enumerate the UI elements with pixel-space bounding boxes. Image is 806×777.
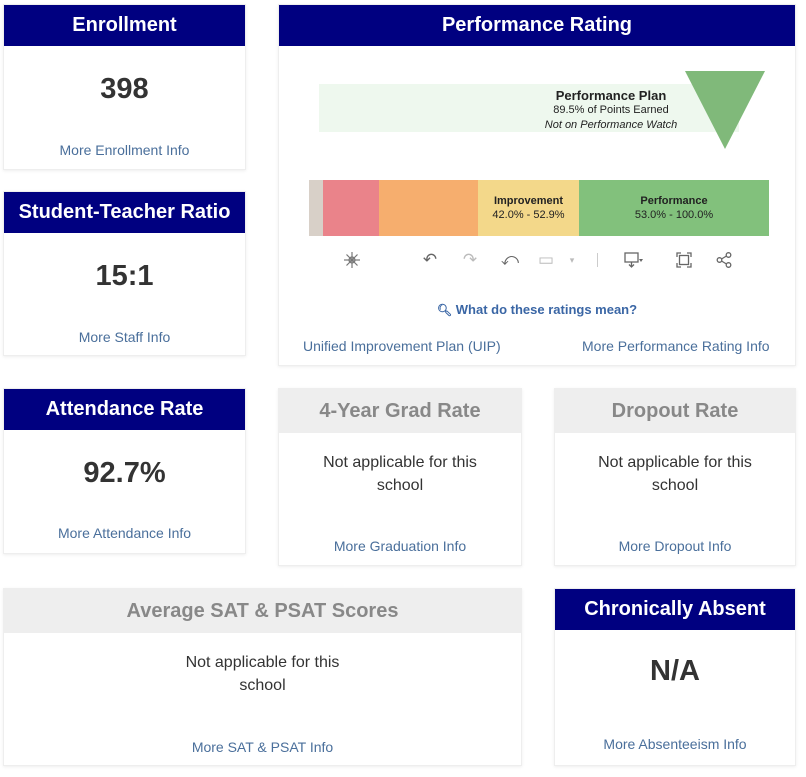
- staff-info-link[interactable]: More Staff Info: [78, 329, 171, 345]
- rating-bar-orange: [379, 180, 478, 236]
- dropout-info-link[interactable]: More Dropout Info: [618, 538, 732, 554]
- performance-range: 53.0% - 100.0%: [634, 209, 714, 221]
- dropout-rate-text: Not applicable for this school: [598, 454, 752, 494]
- performance-name: Performance: [640, 195, 708, 207]
- attendance-info-link[interactable]: More Attendance Info: [57, 525, 192, 541]
- sat-info-link[interactable]: More SAT & PSAT Info: [191, 739, 334, 755]
- dropout-rate-header: Dropout Rate: [555, 389, 795, 433]
- improvement-label: Improvement 42.0% - 52.9%: [478, 194, 579, 222]
- absent-value: N/A: [650, 655, 700, 687]
- plan-highlight-band: [319, 84, 739, 132]
- performance-header: Performance Rating: [279, 5, 795, 46]
- enrollment-card: Enrollment 398 More Enrollment Info: [3, 4, 246, 170]
- magnifier-icon: 🔍︎: [436, 303, 453, 317]
- refresh-icon[interactable]: ▭: [537, 250, 555, 269]
- plan-watch-status: Not on Performance Watch: [544, 119, 678, 131]
- performance-label: Performance 53.0% - 100.0%: [579, 194, 769, 222]
- attendance-header: Attendance Rate: [4, 389, 245, 430]
- enrollment-info-link[interactable]: More Enrollment Info: [59, 142, 190, 158]
- enrollment-value: 398: [100, 73, 149, 105]
- attendance-card: Attendance Rate 92.7% More Attendance In…: [3, 388, 246, 554]
- dropout-rate-card: Dropout Rate Not applicable for this sch…: [554, 388, 796, 566]
- rating-bar-pink: [323, 180, 379, 236]
- rating-bar-performance: [579, 180, 769, 236]
- fullscreen-icon[interactable]: [673, 249, 695, 271]
- attendance-value: 92.7%: [83, 457, 166, 489]
- absenteeism-info-link[interactable]: More Absenteeism Info: [603, 736, 747, 752]
- absent-card: Chronically Absent N/A More Absenteeism …: [554, 588, 796, 766]
- ratio-header: Student-Teacher Ratio: [4, 192, 245, 233]
- improvement-name: Improvement: [493, 195, 564, 207]
- share-icon[interactable]: [713, 249, 735, 271]
- ratio-value: 15:1: [95, 260, 154, 292]
- plan-summary: Performance Plan 89.5% of Points Earned …: [511, 88, 711, 133]
- revert-icon[interactable]: ⤺: [500, 250, 520, 269]
- rating-marker-triangle: [685, 71, 765, 149]
- ratio-card: Student-Teacher Ratio 15:1 More Staff In…: [3, 191, 246, 356]
- plan-title: Performance Plan: [555, 88, 667, 103]
- grad-rate-header: 4-Year Grad Rate: [279, 389, 521, 433]
- download-icon[interactable]: [623, 249, 645, 271]
- uip-link[interactable]: Unified Improvement Plan (UIP): [303, 338, 501, 354]
- performance-widget: Performance Plan 89.5% of Points Earned …: [279, 46, 795, 366]
- move-icon[interactable]: [341, 249, 363, 271]
- redo-icon[interactable]: ↷: [462, 250, 478, 269]
- grad-rate-text: Not applicable for this school: [323, 454, 477, 494]
- improvement-range: 42.0% - 52.9%: [492, 209, 565, 221]
- refresh-dropdown-icon[interactable]: ▾: [569, 254, 575, 265]
- grad-rate-card: 4-Year Grad Rate Not applicable for this…: [278, 388, 522, 566]
- rating-bar-improvement: [478, 180, 579, 236]
- absent-header: Chronically Absent: [555, 589, 795, 630]
- ratings-help-link[interactable]: 🔍︎ What do these ratings mean?: [279, 302, 795, 317]
- enrollment-header: Enrollment: [4, 5, 245, 46]
- toolbar-separator: [597, 253, 598, 267]
- sat-card: Average SAT & PSAT Scores Not applicable…: [3, 588, 522, 766]
- undo-icon[interactable]: ↶: [422, 250, 438, 269]
- performance-card: Performance Rating Performance Plan 89.5…: [278, 4, 796, 366]
- rating-bar-grey: [309, 180, 323, 236]
- sat-header: Average SAT & PSAT Scores: [4, 589, 521, 633]
- sat-text: Not applicable for this school: [185, 654, 340, 694]
- ratings-help-text: What do these ratings mean?: [455, 302, 638, 317]
- plan-points: 89.5% of Points Earned: [553, 104, 669, 116]
- graduation-info-link[interactable]: More Graduation Info: [333, 538, 467, 554]
- performance-info-link[interactable]: More Performance Rating Info: [582, 338, 770, 354]
